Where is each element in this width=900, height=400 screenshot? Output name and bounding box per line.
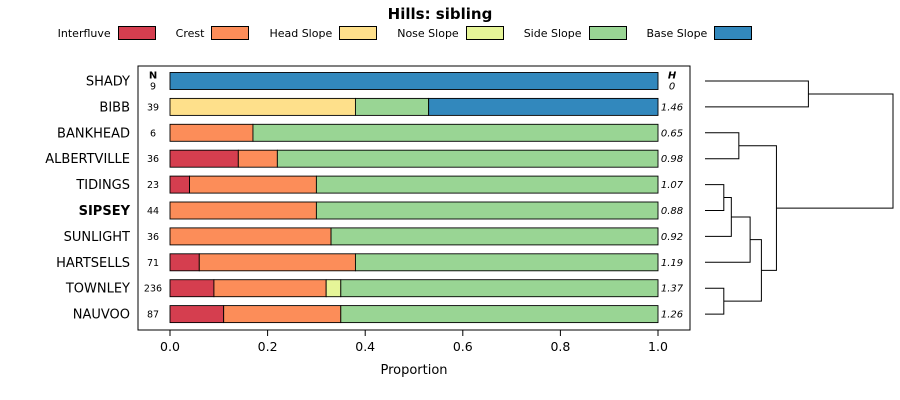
- bar-segment: [169, 253, 200, 272]
- legend-item: Base Slope: [647, 26, 753, 40]
- bar-segment: [276, 149, 659, 168]
- h-value: 1.19: [661, 258, 683, 269]
- legend-swatch: [339, 26, 378, 40]
- bar-segment: [169, 305, 225, 324]
- legend-item: Crest: [176, 26, 250, 40]
- legend-label: Base Slope: [646, 26, 708, 40]
- row-label: BIBB: [99, 100, 130, 115]
- h-value: 0.65: [661, 128, 683, 139]
- bar-segment: [198, 253, 356, 272]
- axis-tick-label: 0.2: [258, 339, 278, 354]
- bar-segment: [169, 123, 254, 142]
- bar-segment: [237, 149, 278, 168]
- h-value: 0: [669, 82, 675, 93]
- bar-segment: [354, 97, 430, 116]
- bar-segment: [169, 175, 190, 194]
- row-label: SIPSEY: [79, 204, 131, 219]
- n-header: N: [149, 71, 157, 82]
- row-label: TOWNLEY: [65, 282, 130, 297]
- legend: Interfluve Crest Head Slope Nose Slope Side …: [0, 24, 810, 42]
- n-value: 44: [147, 206, 159, 217]
- h-value: 1.46: [661, 102, 683, 113]
- bar-segment: [213, 279, 327, 298]
- axis-tick-label: 1.0: [648, 339, 668, 354]
- row-label: SUNLIGHT: [64, 230, 130, 245]
- x-axis-label: Proportion: [380, 363, 447, 378]
- legend-label: Crest: [175, 26, 205, 40]
- n-value: 71: [147, 258, 159, 269]
- axis-tick-label: 0.8: [550, 339, 570, 354]
- dendrogram-link: [776, 93, 894, 209]
- n-value: 36: [147, 232, 159, 243]
- n-value: 236: [144, 284, 162, 295]
- legend-item: Interfluve: [58, 26, 156, 40]
- h-value: 0.92: [661, 232, 683, 243]
- legend-swatch: [465, 26, 504, 40]
- bar-segment: [340, 305, 659, 324]
- legend-label: Interfluve: [57, 26, 111, 40]
- bar-segment: [169, 279, 215, 298]
- bar-segment: [428, 97, 659, 116]
- bar-segment: [169, 97, 356, 116]
- n-value: 36: [147, 154, 159, 165]
- legend-swatch: [211, 26, 250, 40]
- dendrogram-link: [738, 145, 777, 271]
- dendrogram-link: [705, 80, 809, 108]
- legend-item: Head Slope: [269, 26, 378, 40]
- bar-segment: [169, 72, 659, 90]
- legend-label: Head Slope: [269, 26, 333, 40]
- axis-tick-label: 0.4: [355, 339, 375, 354]
- dendrogram-link: [705, 287, 725, 315]
- row-label: NAUVOO: [73, 308, 130, 323]
- axis-tick-label: 0.0: [160, 339, 180, 354]
- h-value: 1.37: [661, 284, 684, 295]
- h-value: 0.98: [661, 154, 683, 165]
- bar-segment: [330, 227, 659, 246]
- n-value: 87: [147, 310, 159, 321]
- dendrogram-link: [723, 239, 762, 302]
- legend-label: Side Slope: [523, 26, 582, 40]
- axis-tick-label: 0.6: [453, 339, 473, 354]
- legend-item: Side Slope: [524, 26, 627, 40]
- plot-box: [137, 65, 691, 331]
- row-label: BANKHEAD: [57, 126, 130, 141]
- h-value: 0.88: [661, 206, 683, 217]
- h-value: 1.07: [661, 180, 684, 191]
- row-label: SHADY: [86, 75, 130, 90]
- n-value: 9: [150, 82, 156, 93]
- bar-segment: [169, 227, 332, 246]
- bar-segment: [315, 201, 659, 220]
- legend-swatch: [117, 26, 156, 40]
- bar-segment: [223, 305, 342, 324]
- dendrogram-link: [705, 216, 751, 263]
- bar-segment: [340, 279, 659, 298]
- bar-segment: [315, 175, 659, 194]
- bar-segment: [189, 175, 317, 194]
- dendrogram-link: [705, 132, 740, 160]
- bar-segment: [354, 253, 659, 272]
- legend-swatch: [714, 26, 753, 40]
- row-label: HARTSELLS: [56, 256, 130, 271]
- n-value: 6: [150, 128, 156, 139]
- bar-segment: [169, 149, 239, 168]
- chart-title: Hills: sibling: [387, 5, 493, 23]
- legend-swatch: [588, 26, 627, 40]
- row-label: TIDINGS: [75, 178, 130, 193]
- bar-segment: [325, 279, 342, 298]
- h-value: 1.26: [661, 310, 683, 321]
- bar-segment: [252, 123, 659, 142]
- row-label: ALBERTVILLE: [45, 152, 130, 167]
- legend-item: Nose Slope: [397, 26, 504, 40]
- dendrogram-link: [705, 184, 725, 211]
- dendrogram-link: [705, 197, 732, 237]
- h-header: H: [668, 71, 677, 82]
- n-value: 23: [147, 180, 159, 191]
- legend-label: Nose Slope: [397, 26, 459, 40]
- bar-segment: [169, 201, 317, 220]
- n-value: 39: [147, 102, 159, 113]
